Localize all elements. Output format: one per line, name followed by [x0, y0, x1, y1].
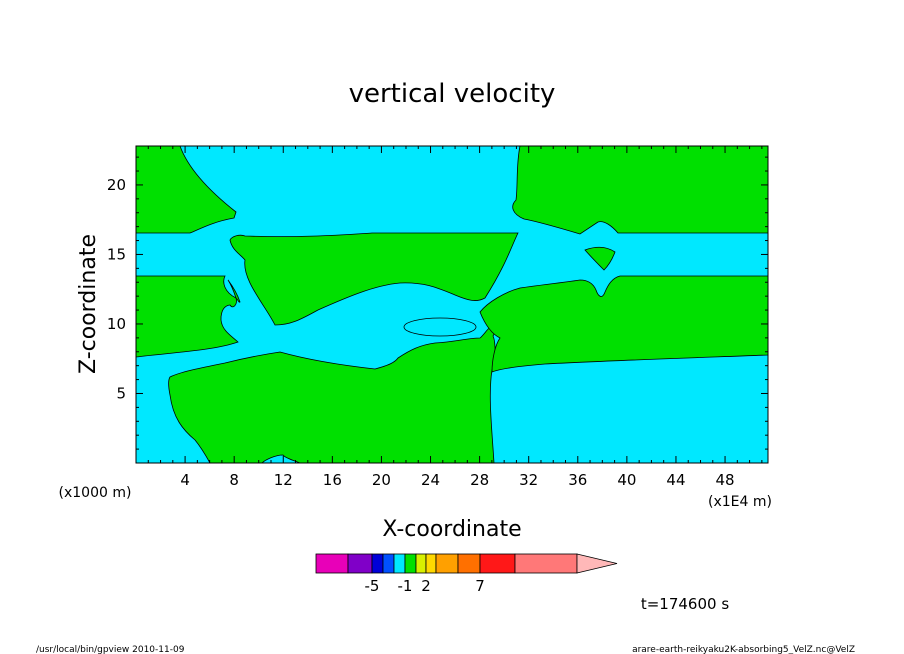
colorbar-tick-labels: -5 -1 2 7	[365, 577, 485, 595]
x-tick-label: 36	[568, 471, 587, 489]
footer-right-text: arare-earth-reikyaku2K-absorbing5_VelZ.n…	[632, 645, 855, 654]
x-tick-label: 20	[372, 471, 391, 489]
y-axis-label: Z-coordinate	[76, 234, 101, 374]
y-axis-ticks: 5 10 15 20	[107, 156, 768, 450]
footer-left-text: /usr/local/bin/gpview 2010-11-09	[36, 645, 185, 654]
colorbar-segment	[514, 553, 578, 574]
colorbar-segment	[347, 553, 373, 574]
field-region-8	[227, 279, 241, 303]
x-axis-unit-note: (x1E4 m)	[708, 494, 772, 510]
x-tick-label: 28	[470, 471, 489, 489]
x-axis-ticks: 4 8 12 16 20 24 28 32 36 40 44 48	[147, 146, 763, 489]
colorbar-segment	[371, 553, 384, 574]
colorbar-tick-label: 2	[421, 577, 431, 595]
colorbar-overflow-arrow	[576, 553, 618, 574]
y-axis-unit-note: (x1000 m)	[59, 485, 132, 501]
field-region-1	[135, 145, 237, 234]
colorbar-tick-label: 7	[475, 577, 485, 595]
chart-title: vertical velocity	[349, 79, 556, 109]
colorbar-segment	[479, 553, 516, 574]
x-tick-label: 40	[617, 471, 636, 489]
x-tick-label: 16	[323, 471, 342, 489]
colorbar-tick-label: -5	[365, 577, 380, 595]
field-region-2	[512, 145, 769, 235]
colorbar-segment	[393, 553, 406, 574]
x-axis-label: X-coordinate	[382, 517, 521, 542]
x-tick-label: 8	[229, 471, 239, 489]
colorbar-segment	[435, 553, 459, 574]
plot-frame	[135, 145, 769, 464]
field-region-7	[584, 246, 616, 271]
colorbar-segment	[457, 553, 481, 574]
colorbar-tick-label: -1	[398, 577, 413, 595]
x-tick-label: 4	[180, 471, 190, 489]
x-tick-label: 44	[666, 471, 685, 489]
y-tick-label: 20	[107, 176, 126, 194]
colorbar-segment	[315, 553, 349, 574]
x-tick-label: 12	[274, 471, 293, 489]
y-tick-label: 15	[107, 245, 126, 263]
field-regions	[135, 145, 769, 464]
y-tick-label: 5	[116, 384, 126, 402]
field-region-3	[135, 275, 239, 358]
field-region-4	[229, 232, 519, 326]
x-tick-label: 48	[716, 471, 735, 489]
field-region-6	[479, 275, 769, 373]
colorbar	[315, 553, 618, 574]
time-label: t=174600 s	[641, 595, 729, 613]
colorbar-segment	[404, 553, 417, 574]
x-tick-label: 32	[519, 471, 538, 489]
colorbar-segment	[415, 553, 427, 574]
colorbar-segment	[382, 553, 395, 574]
field-pocket-1	[403, 317, 477, 337]
colorbar-segment	[425, 553, 437, 574]
y-tick-label: 10	[107, 315, 126, 333]
x-tick-label: 24	[421, 471, 440, 489]
